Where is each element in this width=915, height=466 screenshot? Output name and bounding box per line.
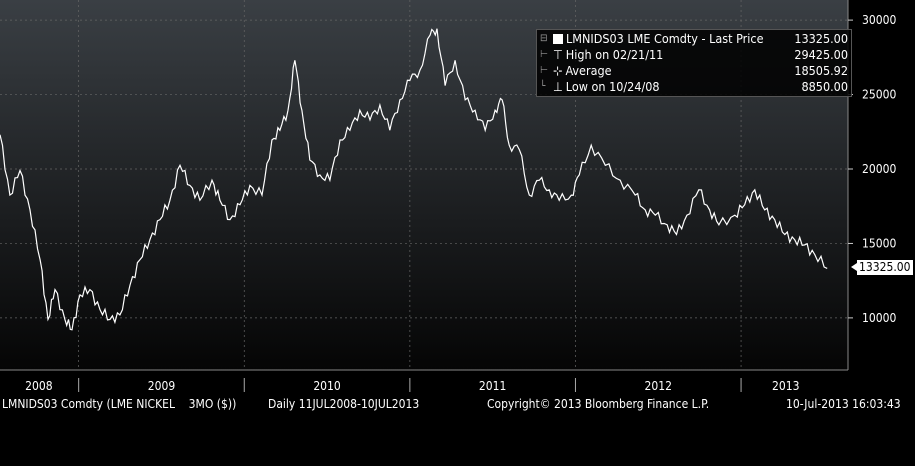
footer-ticker: LMNIDS03 Comdty (LME NICKEL 3MO ($))	[2, 397, 237, 411]
low-marker-icon: ⊥	[553, 79, 563, 94]
x-tick-label: 2013	[772, 379, 799, 393]
legend-low-label: Low on 10/24/08	[565, 79, 660, 94]
footer: LMNIDS03 Comdty (LME NICKEL 3MO ($)) Dai…	[0, 396, 915, 414]
high-marker-icon: ⊤	[553, 47, 563, 62]
legend-low-value: 8850.00	[801, 79, 849, 94]
x-tick-label: 2012	[645, 379, 672, 393]
footer-range: Daily 11JUL2008-10JUL2013	[268, 397, 420, 411]
legend-high-label: High on 02/21/11	[565, 47, 664, 62]
average-marker-icon: ⊹	[553, 63, 563, 78]
y-tick-label: 25000	[862, 88, 896, 102]
legend-last-value: 13325.00	[794, 31, 848, 46]
legend-title: LMNIDS03 LME Comdty - Last Price	[566, 31, 764, 46]
price-line	[0, 28, 828, 331]
series-swatch-icon	[553, 34, 563, 44]
y-tick-label: 10000	[862, 311, 896, 325]
legend: ⊟ LMNIDS03 LME Comdty - Last Price 13325.0…	[536, 29, 852, 97]
x-tick-label: 2008	[25, 379, 53, 393]
x-tick-label: 2011	[479, 379, 506, 393]
legend-average-value: 18505.92	[794, 63, 848, 78]
x-tick-label: 2010	[313, 379, 341, 393]
footer-copyright: Copyright© 2013 Bloomberg Finance L.P.	[487, 397, 710, 411]
footer-timestamp: 10-Jul-2013 16:03:43	[786, 397, 901, 411]
legend-high-value: 29425.00	[794, 47, 848, 62]
y-tick-label: 30000	[862, 13, 896, 27]
y-tick-label: 15000	[862, 236, 896, 250]
y-tick-label: 20000	[862, 162, 896, 176]
last-price-tag: 13325.00	[851, 260, 913, 275]
x-tick-label: 2009	[148, 379, 176, 393]
legend-average-label: Average	[565, 63, 612, 78]
